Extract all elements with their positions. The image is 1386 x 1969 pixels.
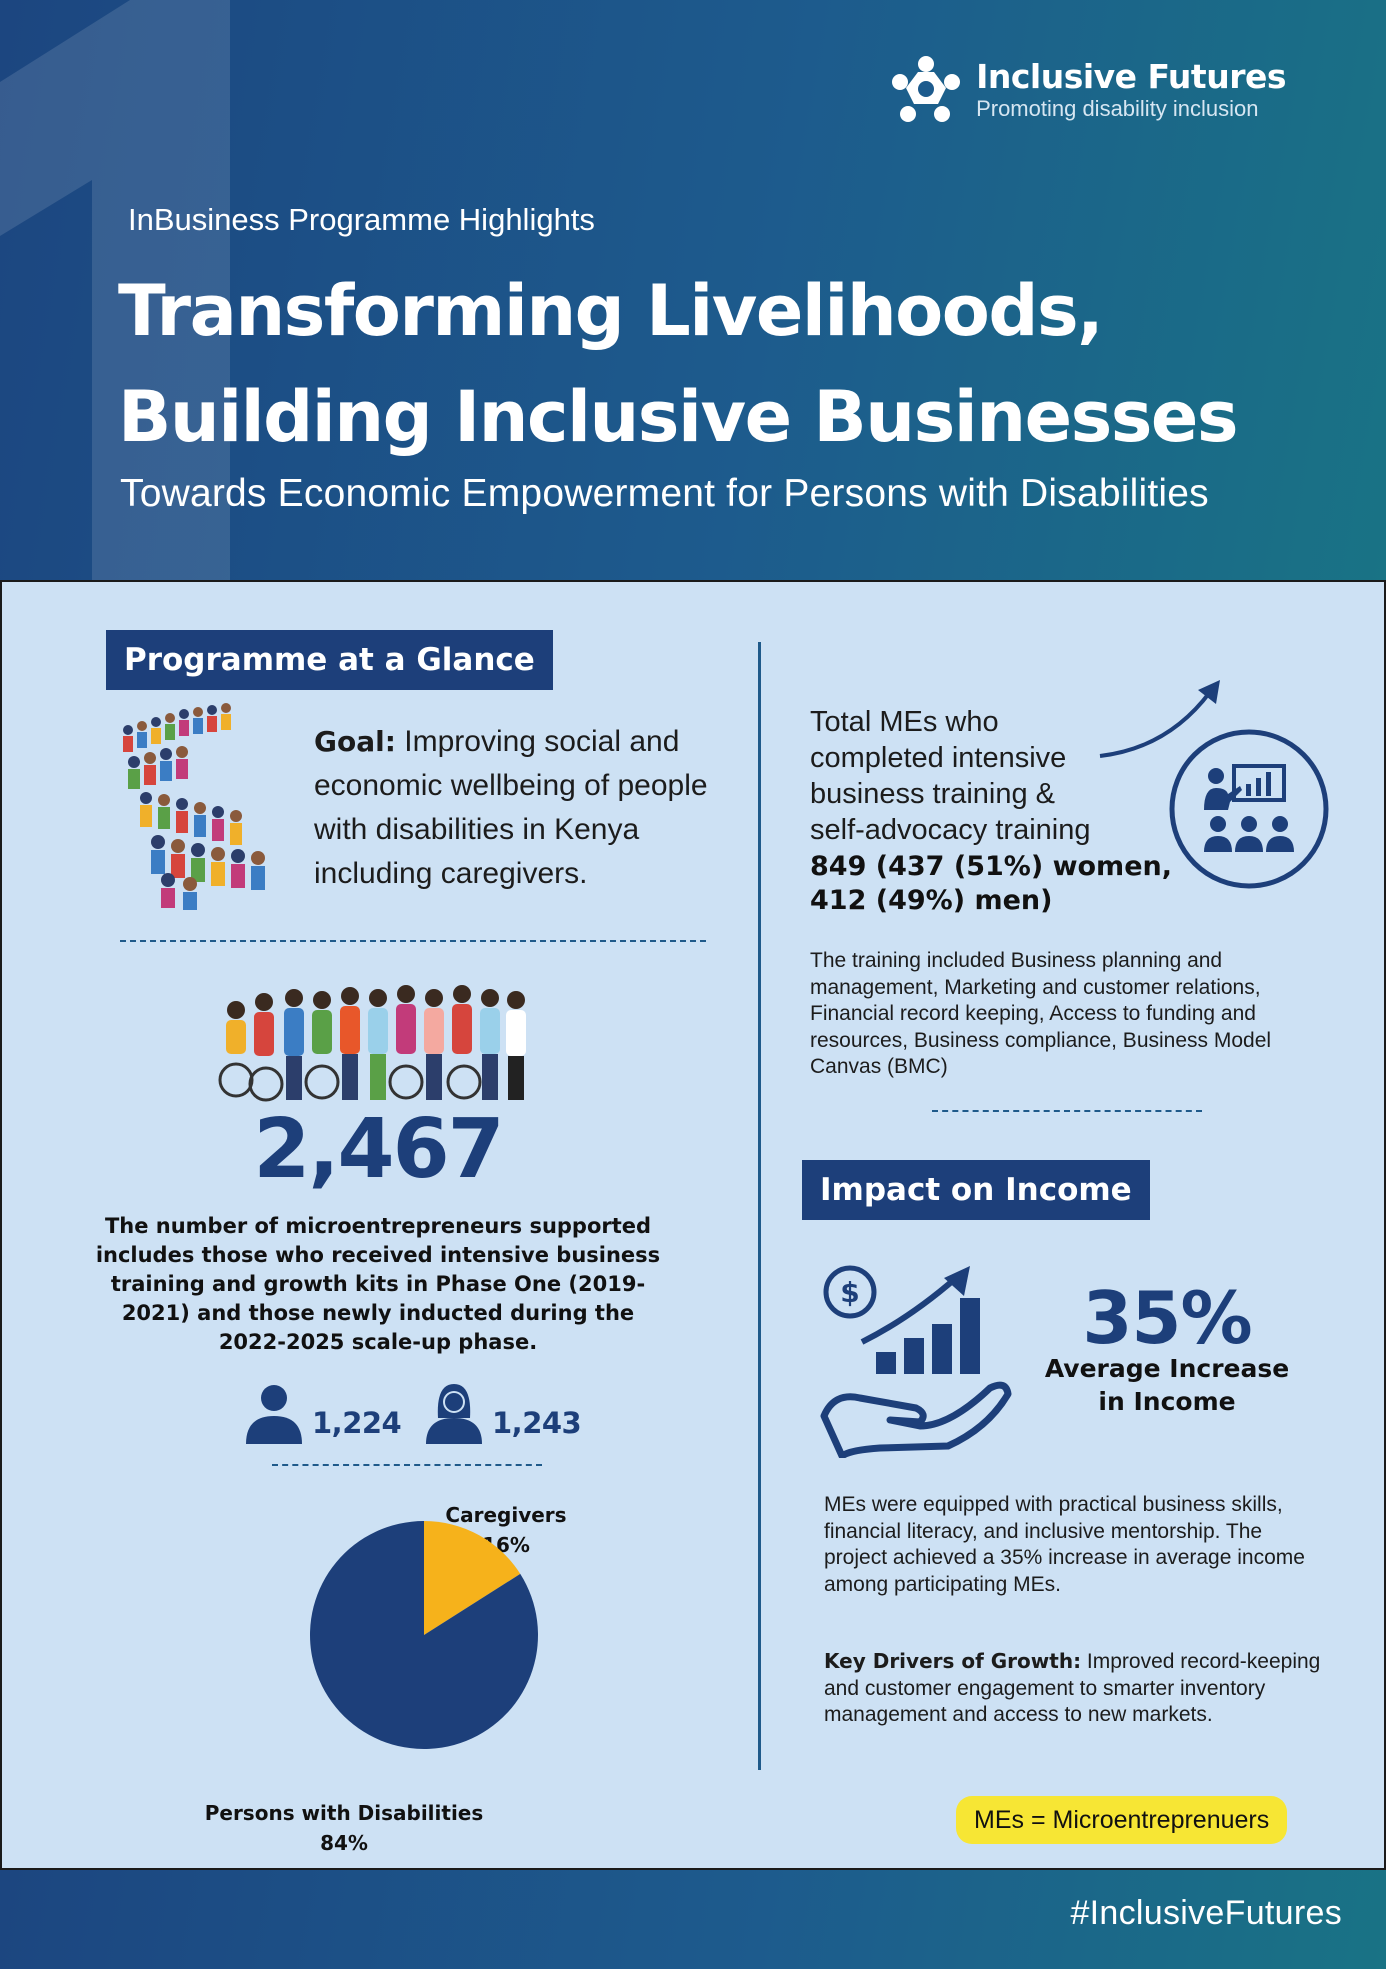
- dashed-separator: [120, 940, 706, 942]
- growth-arrow-icon: [1099, 680, 1220, 758]
- section-heading-impact: Impact on Income: [802, 1160, 1150, 1220]
- brand-name: Inclusive Futures: [976, 57, 1286, 96]
- inclusive-futures-logo-icon: [892, 56, 961, 122]
- dashed-separator: [932, 1110, 1202, 1112]
- programme-goal: Goal: Improving social and economic well…: [314, 720, 734, 896]
- male-count-stat: 1,224: [242, 1382, 402, 1446]
- supported-count: 2,467: [253, 1102, 504, 1197]
- footer-hashtag: #InclusiveFutures: [1070, 1894, 1342, 1932]
- title-line-2: Building Inclusive Businesses: [118, 376, 1239, 458]
- section-heading-glance: Programme at a Glance: [106, 630, 553, 690]
- brand-tagline: Promoting disability inclusion: [976, 96, 1259, 121]
- decorative-number-one: [0, 0, 230, 580]
- training-stats: 849 (437 (51%) women, 412 (49%) men): [810, 850, 1172, 918]
- pie-slice-caregivers: [424, 1521, 521, 1635]
- main-panel: Programme at a Glance: [0, 580, 1386, 1870]
- female-count-stat: 1,243: [422, 1382, 582, 1446]
- page-kicker: InBusiness Programme Highlights: [128, 202, 595, 237]
- training-stats-line-1: 849 (437 (51%) women,: [810, 851, 1172, 882]
- crowd-illustration: [123, 703, 265, 910]
- growth-drivers-text: Improved record-keeping and customer eng…: [824, 1650, 1321, 1726]
- page-subtitle: Towards Economic Empowerment for Persons…: [120, 472, 1209, 515]
- training-intro: Total MEs who completed intensive busine…: [810, 706, 1091, 846]
- growth-drivers: Key Drivers of Growth: Improved record-k…: [824, 1648, 1324, 1729]
- presentation-audience-icon: [1169, 729, 1329, 889]
- pie-label-caregivers-name: Caregivers: [445, 1503, 567, 1527]
- male-count: 1,224: [312, 1406, 402, 1440]
- income-increase-label: Average Increase in Income: [1044, 1354, 1290, 1416]
- people-with-disabilities-illustration: [218, 985, 526, 1102]
- glossary-badge: MEs = Microentreprenuers: [956, 1796, 1288, 1844]
- pie-slice-persons-with-disabilities: [310, 1521, 538, 1749]
- male-person-icon: [246, 1385, 302, 1444]
- income-increase-percent: 35%: [1082, 1276, 1252, 1360]
- dashed-separator: [272, 1464, 542, 1466]
- footer-banner: #InclusiveFutures: [0, 1870, 1386, 1969]
- svg-text:$: $: [840, 1276, 859, 1309]
- goal-label: Goal:: [314, 725, 396, 758]
- brand-logo: Inclusive Futures Promoting disability i…: [888, 52, 1286, 128]
- pie-label-pwd-value: 84%: [320, 1831, 368, 1855]
- pie-label-pwd: Persons with Disabilities 84%: [184, 1798, 504, 1858]
- female-person-icon: [426, 1384, 482, 1444]
- training-stats-line-2: 412 (49%) men): [810, 885, 1053, 916]
- goal-text: Improving social and economic wellbeing …: [314, 725, 708, 890]
- beneficiary-pie-chart: [310, 1521, 538, 1749]
- impact-description: MEs were equipped with practical busines…: [824, 1493, 1305, 1596]
- title-line-1: Transforming Livelihoods,: [118, 270, 1104, 352]
- female-count: 1,243: [492, 1406, 582, 1440]
- header-banner: Inclusive Futures Promoting disability i…: [0, 0, 1386, 580]
- hand-money-growth-icon: $: [820, 1265, 1012, 1458]
- page-title: Transforming Livelihoods, Building Inclu…: [118, 258, 1239, 470]
- training-topics: The training included Business planning …: [810, 949, 1272, 1078]
- column-divider: [758, 642, 761, 1770]
- pie-label-pwd-name: Persons with Disabilities: [204, 1801, 484, 1825]
- growth-drivers-label: Key Drivers of Growth:: [824, 1649, 1082, 1673]
- supported-description: The number of microentrepreneurs support…: [95, 1214, 661, 1354]
